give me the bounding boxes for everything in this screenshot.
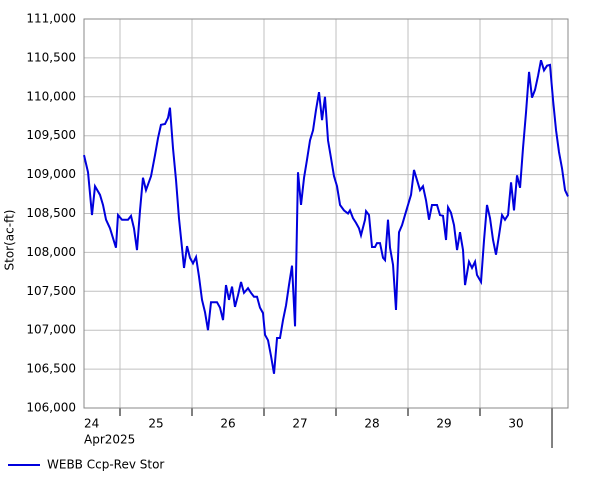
y-tick-label: 110,500 — [26, 50, 76, 64]
plot-frame — [83, 18, 569, 409]
x-sublabel: Apr2025 — [84, 433, 135, 447]
y-tick-label: 110,000 — [26, 89, 76, 103]
y-tick-label: 111,000 — [26, 12, 76, 26]
y-tick-label: 109,500 — [26, 128, 76, 142]
y-tick-label: 108,500 — [26, 206, 76, 220]
y-axis-label: Stor(ac-ft) — [3, 210, 17, 271]
legend-label: WEBB Ccp-Rev Stor — [47, 458, 164, 472]
y-tick-label: 106,000 — [26, 401, 76, 415]
y-tick-label: 109,000 — [26, 167, 76, 181]
y-tick-label: 107,500 — [26, 284, 76, 298]
x-tick-label: 26 — [220, 417, 235, 431]
x-tick-label: 28 — [364, 417, 379, 431]
x-tick-label: 24 — [84, 417, 99, 431]
x-tick-label: 25 — [148, 417, 163, 431]
y-tick-label: 106,500 — [26, 362, 76, 376]
x-tick-label: 30 — [508, 417, 523, 431]
y-tick-label: 107,000 — [26, 323, 76, 337]
y-tick-label: 108,000 — [26, 245, 76, 259]
x-tick-label: 29 — [436, 417, 451, 431]
x-tick-label: 27 — [292, 417, 307, 431]
data-line — [83, 59, 569, 374]
